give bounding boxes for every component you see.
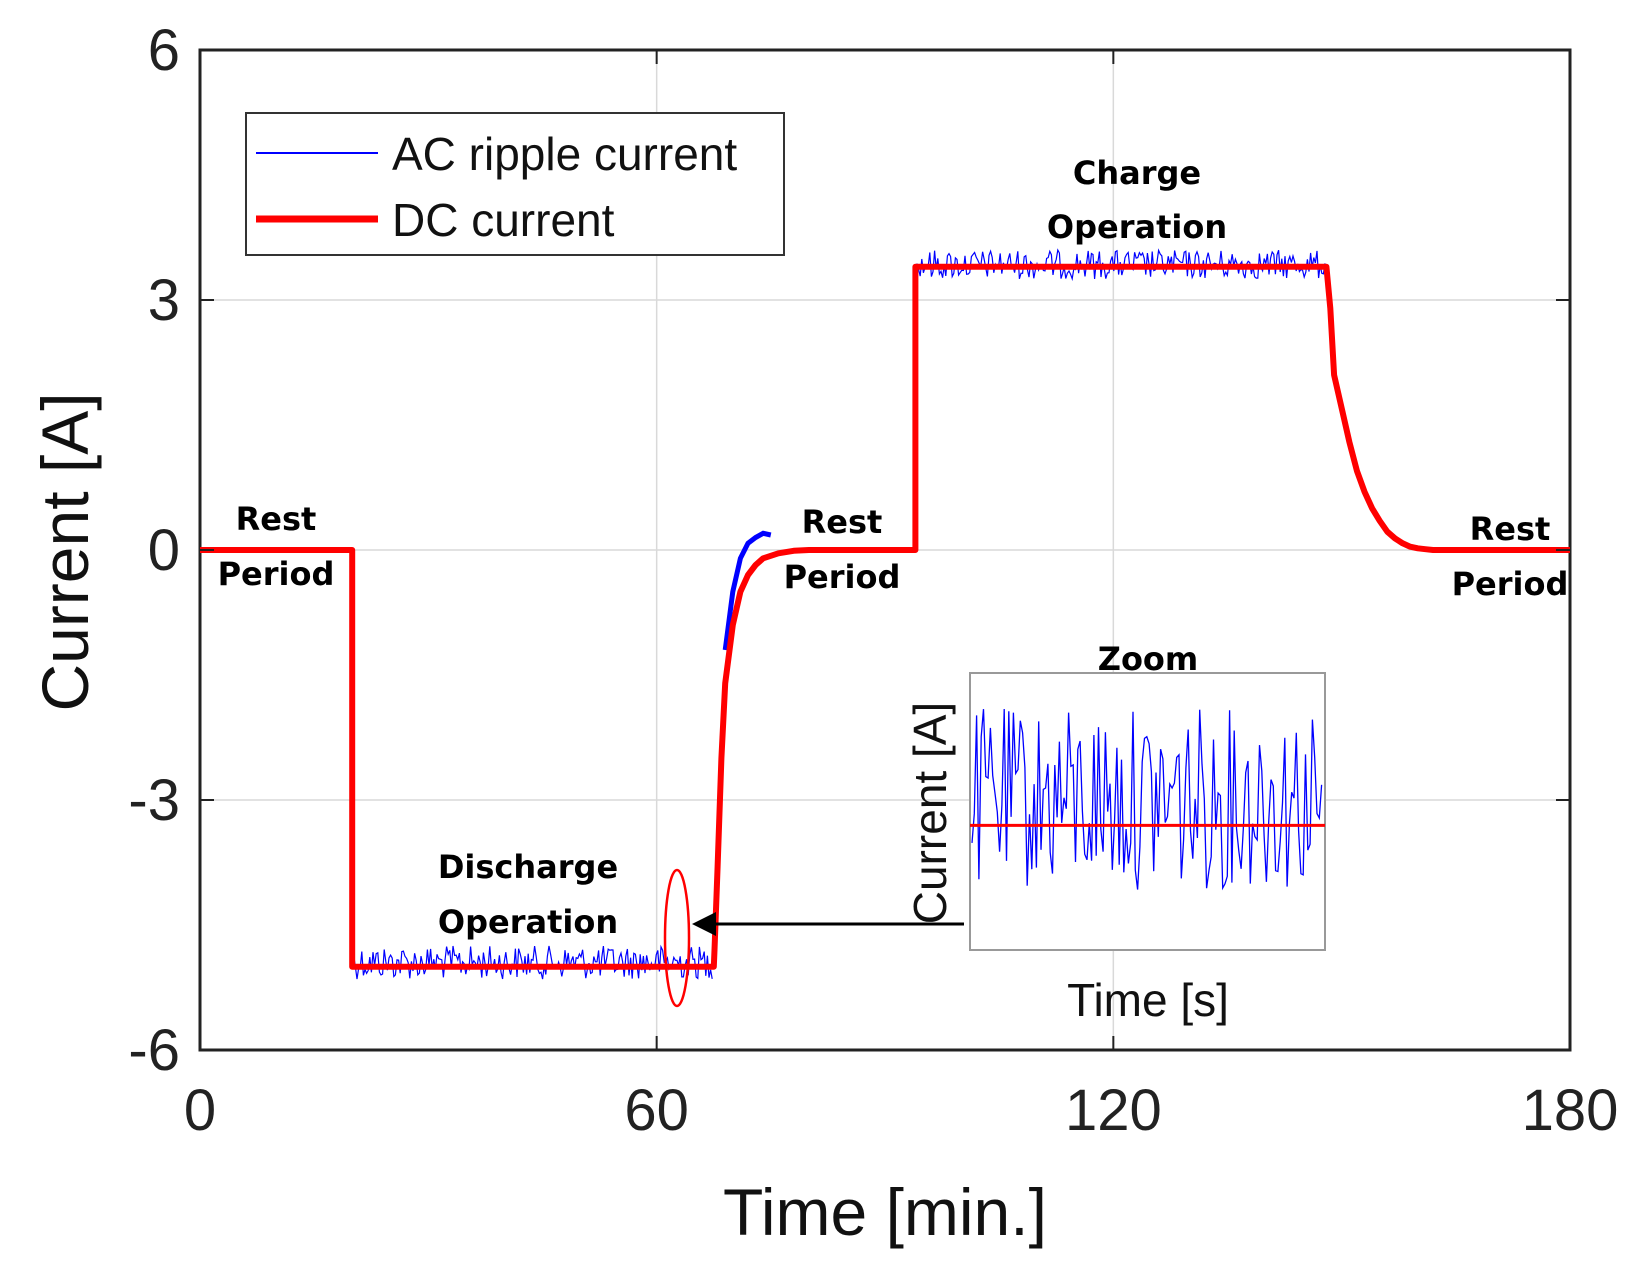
- annotation-discharge-line2: Operation: [438, 903, 618, 941]
- annotation-rest-1-line2: Period: [218, 555, 335, 593]
- axis-ticks: 0 60 120 180 -6 -3 0 3 6: [128, 18, 1618, 1143]
- inset-ripple-line: [971, 708, 1323, 891]
- annotation-rest-1-line1: Rest: [236, 500, 317, 538]
- zoom-inset: Zoom Time [s] Current [A]: [904, 640, 1326, 1026]
- annotation-rest-2-line2: Period: [784, 558, 901, 596]
- zoom-highlight-ellipse: [663, 868, 691, 1008]
- annotation-rest-3-line1: Rest: [1470, 510, 1551, 548]
- x-tick-label: 0: [184, 1078, 216, 1143]
- ac-ripple-segment: [914, 248, 1326, 282]
- y-tick-label: 0: [148, 518, 180, 583]
- legend: AC ripple current DC current: [245, 112, 785, 256]
- annotation-rest-3-line2: Period: [1452, 565, 1569, 603]
- y-tick-label: -6: [128, 1018, 180, 1083]
- ac-overshoot: [722, 530, 772, 651]
- inset-x-label: Time [s]: [1067, 974, 1229, 1026]
- annotation-rest-2-line1: Rest: [802, 503, 883, 541]
- zoom-arrow-head: [692, 912, 716, 936]
- x-tick-label: 120: [1065, 1078, 1162, 1143]
- dc-current-line: [200, 263, 1570, 970]
- legend-box: [245, 112, 785, 256]
- y-tick-label: 6: [148, 18, 180, 83]
- y-tick-label: 3: [148, 268, 180, 333]
- ac-ripple-segment: [351, 944, 713, 980]
- legend-ac-label: AC ripple current: [392, 128, 737, 180]
- inset-frame: [969, 672, 1326, 951]
- x-axis-label: Time [min.]: [723, 1175, 1047, 1249]
- x-tick-label: 60: [624, 1078, 689, 1143]
- legend-dc-label: DC current: [392, 194, 615, 246]
- y-axis-label: Current [A]: [28, 392, 102, 711]
- x-tick-label: 180: [1522, 1078, 1619, 1143]
- annotation-charge-line2: Operation: [1047, 208, 1227, 246]
- inset-title: Zoom: [1098, 640, 1199, 678]
- y-tick-label: -3: [128, 768, 180, 833]
- annotation-charge-line1: Charge: [1073, 154, 1201, 192]
- dc-current-series: [200, 263, 1570, 970]
- inset-ripple-series: [971, 708, 1323, 891]
- annotation-discharge-line1: Discharge: [438, 848, 618, 886]
- inset-y-label: Current [A]: [904, 702, 956, 924]
